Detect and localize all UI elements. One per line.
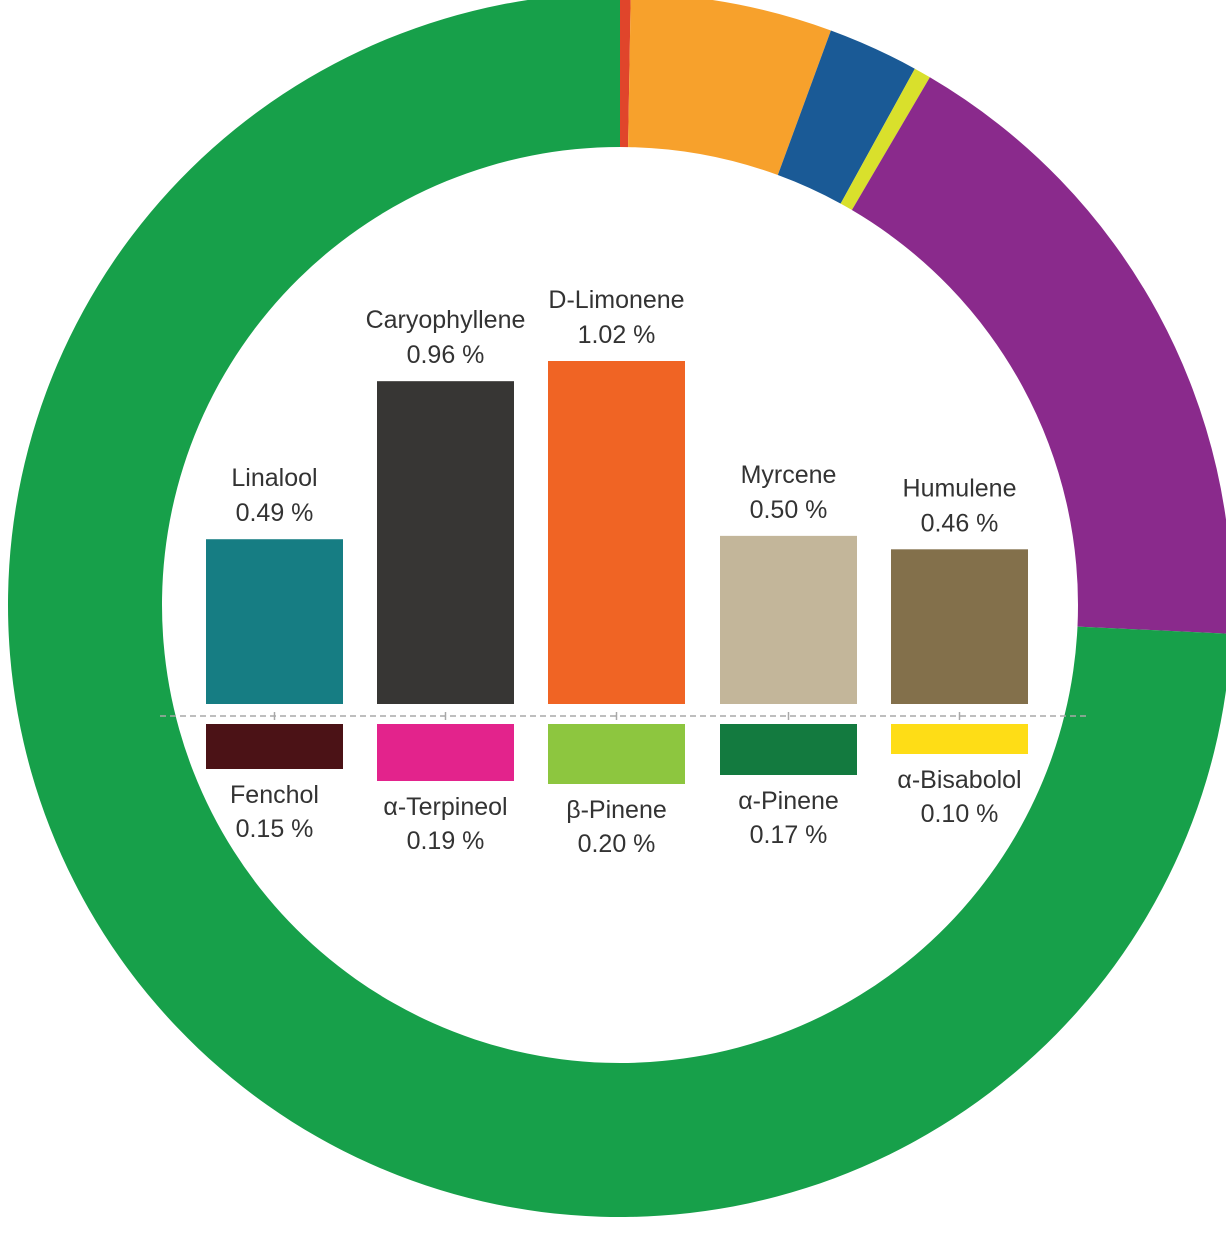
bar-label-myrcene: Myrcene: [741, 461, 837, 489]
bar-fenchol: [206, 724, 343, 769]
bar-value-humulene: 0.46 %: [921, 509, 999, 537]
bar-label-pinene: α-Pinene: [738, 787, 839, 815]
bar-value-myrcene: 0.50 %: [750, 496, 828, 524]
donut-slice-3: [777, 30, 915, 204]
donut-slice-1: [620, 0, 631, 148]
bar-humulene: [891, 549, 1028, 704]
bar-value-terpineol: 0.19 %: [407, 827, 485, 855]
bar-terpineol: [377, 724, 514, 781]
bar-label-linalool: Linalool: [231, 464, 317, 492]
bar-myrcene: [720, 535, 857, 704]
bar-label-pinene: β-Pinene: [566, 796, 667, 824]
bar-pinene: [720, 724, 857, 775]
bar-value-pinene: 0.17 %: [750, 821, 828, 849]
bar-caryophyllene: [377, 381, 514, 704]
donut-slice-4: [840, 68, 930, 211]
bar-label-d-limonene: D-Limonene: [548, 286, 684, 314]
bar-label-caryophyllene: Caryophyllene: [366, 306, 526, 334]
bar-value-pinene: 0.20 %: [578, 830, 656, 858]
donut-slice-5: [851, 77, 1226, 634]
bar-value-fenchol: 0.15 %: [236, 815, 314, 843]
bar-chart: Linalool 0.49 % Caryophyllene 0.96 % D-Limon…: [160, 286, 1088, 858]
bar-value-caryophyllene: 0.96 %: [407, 341, 485, 369]
bar-linalool: [206, 539, 343, 704]
donut-slice-2: [628, 0, 831, 176]
bar-value-linalool: 0.49 %: [236, 499, 314, 527]
bar-value-d-limonene: 1.02 %: [578, 321, 656, 349]
bar-label-humulene: Humulene: [903, 474, 1017, 502]
bar-label-terpineol: α-Terpineol: [383, 793, 507, 821]
donut-chart: [8, 0, 1226, 1217]
bar-bisabolol: [891, 724, 1028, 754]
bar-value-bisabolol: 0.10 %: [921, 800, 999, 828]
bar-label-bisabolol: α-Bisabolol: [897, 766, 1021, 794]
bar-label-fenchol: Fenchol: [230, 781, 319, 809]
bar-pinene: [548, 724, 685, 784]
bar-d-limonene: [548, 361, 685, 704]
